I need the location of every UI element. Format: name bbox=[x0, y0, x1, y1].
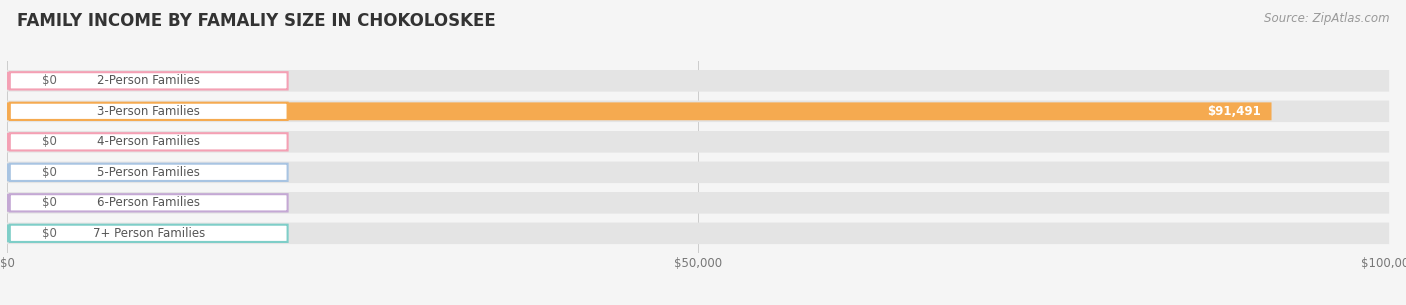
FancyBboxPatch shape bbox=[7, 102, 1271, 120]
FancyBboxPatch shape bbox=[7, 194, 31, 212]
Text: 3-Person Families: 3-Person Families bbox=[97, 105, 200, 118]
Text: 4-Person Families: 4-Person Families bbox=[97, 135, 200, 148]
Text: $0: $0 bbox=[42, 196, 56, 209]
FancyBboxPatch shape bbox=[7, 72, 31, 90]
Text: 2-Person Families: 2-Person Families bbox=[97, 74, 200, 87]
Text: 7+ Person Families: 7+ Person Families bbox=[93, 227, 205, 240]
FancyBboxPatch shape bbox=[7, 163, 31, 181]
FancyBboxPatch shape bbox=[7, 70, 1389, 92]
FancyBboxPatch shape bbox=[7, 162, 1389, 183]
FancyBboxPatch shape bbox=[7, 101, 1389, 122]
Text: Source: ZipAtlas.com: Source: ZipAtlas.com bbox=[1264, 12, 1389, 25]
Text: $0: $0 bbox=[42, 227, 56, 240]
FancyBboxPatch shape bbox=[10, 133, 288, 150]
FancyBboxPatch shape bbox=[7, 131, 1389, 152]
FancyBboxPatch shape bbox=[10, 164, 288, 181]
Text: $0: $0 bbox=[42, 135, 56, 148]
Text: 6-Person Families: 6-Person Families bbox=[97, 196, 200, 209]
FancyBboxPatch shape bbox=[7, 192, 1389, 214]
FancyBboxPatch shape bbox=[7, 223, 1389, 244]
FancyBboxPatch shape bbox=[10, 72, 288, 89]
FancyBboxPatch shape bbox=[7, 133, 31, 151]
Text: FAMILY INCOME BY FAMALIY SIZE IN CHOKOLOSKEE: FAMILY INCOME BY FAMALIY SIZE IN CHOKOLO… bbox=[17, 12, 496, 30]
FancyBboxPatch shape bbox=[7, 224, 31, 242]
Text: 5-Person Families: 5-Person Families bbox=[97, 166, 200, 179]
Text: $0: $0 bbox=[42, 74, 56, 87]
Text: $0: $0 bbox=[42, 166, 56, 179]
FancyBboxPatch shape bbox=[10, 194, 288, 211]
Text: $91,491: $91,491 bbox=[1206, 105, 1260, 118]
FancyBboxPatch shape bbox=[10, 103, 288, 120]
FancyBboxPatch shape bbox=[10, 225, 288, 242]
